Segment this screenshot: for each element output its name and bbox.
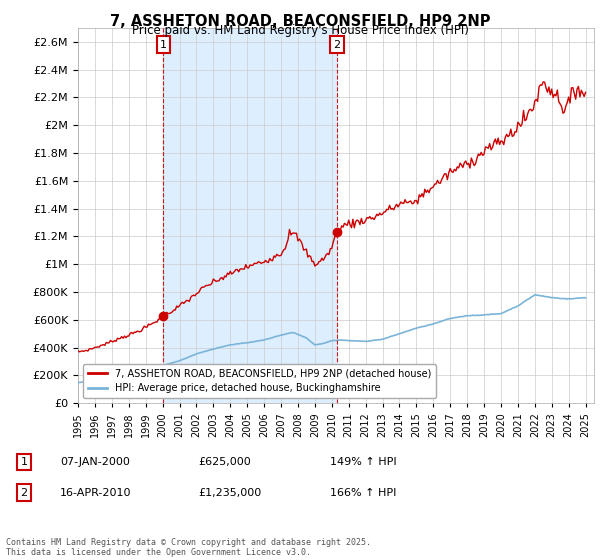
- Text: Contains HM Land Registry data © Crown copyright and database right 2025.
This d: Contains HM Land Registry data © Crown c…: [6, 538, 371, 557]
- Text: 16-APR-2010: 16-APR-2010: [60, 488, 131, 498]
- Text: 2: 2: [20, 488, 28, 498]
- Text: Price paid vs. HM Land Registry's House Price Index (HPI): Price paid vs. HM Land Registry's House …: [131, 24, 469, 37]
- Text: £1,235,000: £1,235,000: [198, 488, 261, 498]
- Text: 7, ASSHETON ROAD, BEACONSFIELD, HP9 2NP: 7, ASSHETON ROAD, BEACONSFIELD, HP9 2NP: [110, 14, 490, 29]
- Text: £625,000: £625,000: [198, 457, 251, 467]
- Bar: [163, 28, 337, 403]
- Legend: 7, ASSHETON ROAD, BEACONSFIELD, HP9 2NP (detached house), HPI: Average price, de: 7, ASSHETON ROAD, BEACONSFIELD, HP9 2NP …: [83, 364, 436, 398]
- Text: 149% ↑ HPI: 149% ↑ HPI: [330, 457, 397, 467]
- Text: 2: 2: [333, 40, 340, 50]
- Text: 1: 1: [160, 40, 167, 50]
- Text: 166% ↑ HPI: 166% ↑ HPI: [330, 488, 397, 498]
- Text: 1: 1: [20, 457, 28, 467]
- Text: 07-JAN-2000: 07-JAN-2000: [60, 457, 130, 467]
